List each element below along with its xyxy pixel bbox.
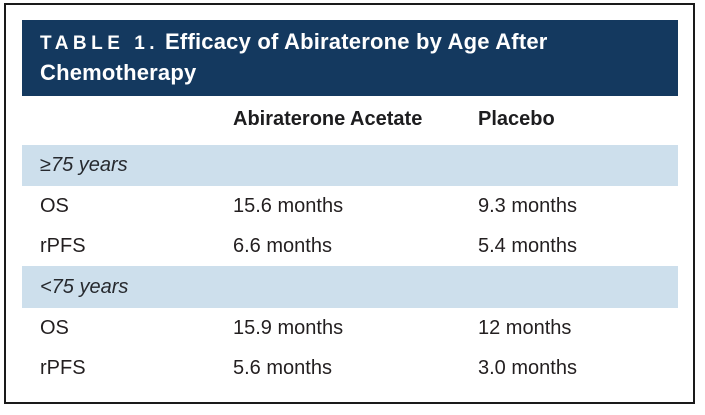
placebo-value: 5.4 months <box>478 234 577 257</box>
table-body: Abiraterone Acetate Placebo ≥75 years OS… <box>22 100 678 388</box>
table-row-os-under-75: OS 15.9 months 12 months <box>22 308 678 348</box>
abiraterone-value: 15.9 months <box>233 316 344 339</box>
table-number-label: TABLE 1. <box>40 33 160 54</box>
table-row-rpfs-under-75: rPFS 5.6 months 3.0 months <box>22 348 678 388</box>
metric-label: OS <box>40 316 69 339</box>
metric-label: rPFS <box>40 356 86 379</box>
placebo-value: 12 months <box>478 316 572 339</box>
group-header-label: <75 years <box>40 275 129 298</box>
abiraterone-value: 15.6 months <box>233 194 344 217</box>
table-title: Efficacy of Abiraterone by Age After Che… <box>40 29 548 85</box>
group-header-under-75: <75 years <box>22 266 678 308</box>
column-header-placebo: Placebo <box>478 107 555 130</box>
table-row-os-over-75: OS 15.6 months 9.3 months <box>22 186 678 226</box>
metric-label: OS <box>40 194 69 217</box>
abiraterone-value: 6.6 months <box>233 234 332 257</box>
table-frame: TABLE 1. Efficacy of Abiraterone by Age A… <box>4 3 695 404</box>
group-header-label: ≥75 years <box>40 154 128 176</box>
table-title-bar: TABLE 1. Efficacy of Abiraterone by Age A… <box>22 20 678 96</box>
table-row-rpfs-over-75: rPFS 6.6 months 5.4 months <box>22 226 678 266</box>
placebo-value: 9.3 months <box>478 194 577 217</box>
metric-label: rPFS <box>40 234 86 257</box>
column-header-row: Abiraterone Acetate Placebo <box>22 100 678 138</box>
column-header-abiraterone: Abiraterone Acetate <box>233 107 423 130</box>
abiraterone-value: 5.6 months <box>233 356 332 379</box>
group-header-over-75: ≥75 years <box>22 145 678 186</box>
placebo-value: 3.0 months <box>478 356 577 379</box>
